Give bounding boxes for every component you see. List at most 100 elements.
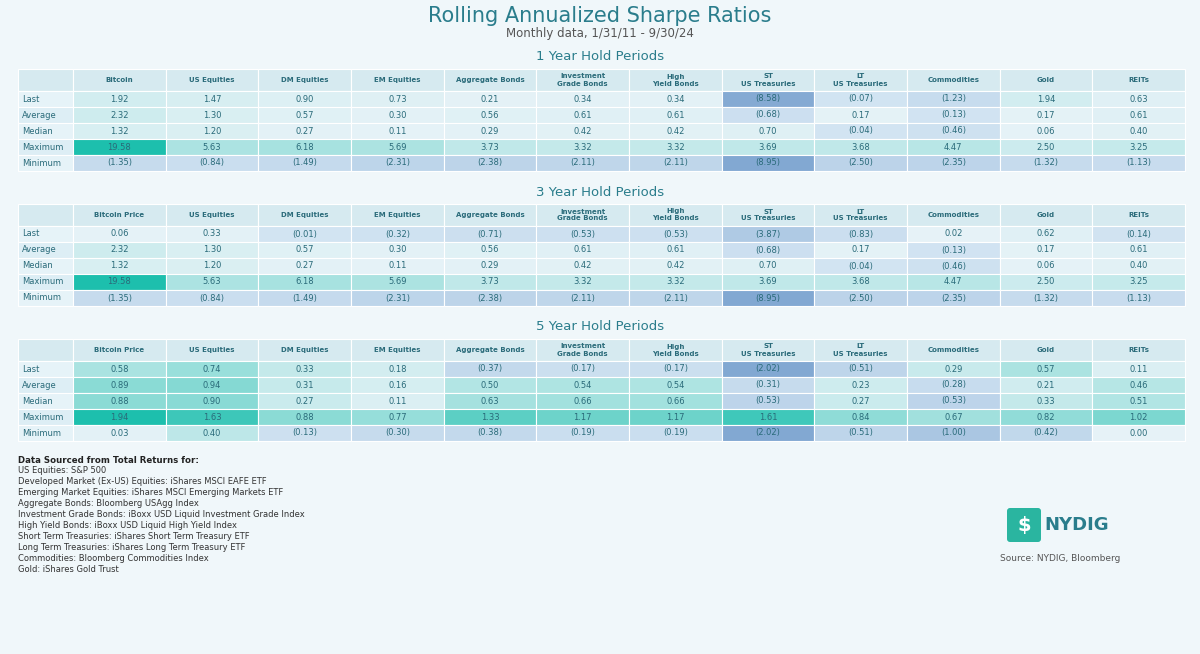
Bar <box>629 204 721 226</box>
Text: (2.35): (2.35) <box>941 158 966 167</box>
Bar <box>629 258 721 274</box>
Text: (0.53): (0.53) <box>662 230 688 239</box>
Bar <box>1000 155 1092 171</box>
Bar <box>907 91 1000 107</box>
Bar <box>1092 242 1186 258</box>
Text: Last: Last <box>22 230 40 239</box>
Text: 0.34: 0.34 <box>574 94 592 103</box>
Text: 0.17: 0.17 <box>1037 245 1055 254</box>
Bar <box>721 393 815 409</box>
Text: 0.57: 0.57 <box>295 111 314 120</box>
Text: ST
US Treasuries: ST US Treasuries <box>740 73 796 86</box>
Text: 0.17: 0.17 <box>1037 111 1055 120</box>
Text: 0.11: 0.11 <box>1129 364 1148 373</box>
Bar <box>1092 425 1186 441</box>
Text: REITs: REITs <box>1128 347 1150 353</box>
Bar <box>166 393 258 409</box>
Bar <box>907 226 1000 242</box>
Bar <box>1000 339 1092 361</box>
Bar <box>352 409 444 425</box>
Text: 0.42: 0.42 <box>666 126 684 135</box>
Text: (0.83): (0.83) <box>848 230 874 239</box>
Bar <box>18 123 73 139</box>
Text: (2.11): (2.11) <box>570 158 595 167</box>
Text: EM Equities: EM Equities <box>374 212 420 218</box>
Bar <box>258 123 352 139</box>
Bar <box>907 339 1000 361</box>
Bar <box>166 274 258 290</box>
Text: 0.61: 0.61 <box>666 111 684 120</box>
Text: 0.17: 0.17 <box>852 245 870 254</box>
Text: 0.70: 0.70 <box>758 262 778 271</box>
Text: Maximum: Maximum <box>22 413 64 421</box>
Bar <box>629 274 721 290</box>
Text: 1.17: 1.17 <box>574 413 592 421</box>
Bar <box>1092 377 1186 393</box>
Text: (0.42): (0.42) <box>1033 428 1058 438</box>
Bar <box>536 107 629 123</box>
Bar <box>18 409 73 425</box>
Bar <box>18 107 73 123</box>
Bar <box>1000 107 1092 123</box>
Text: (0.37): (0.37) <box>478 364 503 373</box>
Bar <box>166 425 258 441</box>
Text: 0.23: 0.23 <box>852 381 870 390</box>
Bar <box>815 139 907 155</box>
Text: 5.69: 5.69 <box>388 143 407 152</box>
Text: 3.73: 3.73 <box>481 277 499 286</box>
Bar <box>629 409 721 425</box>
Text: Aggregate Bonds: Bloomberg USAgg Index: Aggregate Bonds: Bloomberg USAgg Index <box>18 499 199 508</box>
Bar <box>907 139 1000 155</box>
Text: 0.29: 0.29 <box>481 262 499 271</box>
Bar <box>629 155 721 171</box>
Bar <box>444 107 536 123</box>
Bar <box>444 393 536 409</box>
Text: 5.63: 5.63 <box>203 277 221 286</box>
Text: 0.33: 0.33 <box>1037 396 1055 405</box>
Bar <box>629 242 721 258</box>
Bar <box>536 226 629 242</box>
Bar <box>18 377 73 393</box>
Bar <box>536 69 629 91</box>
Text: (0.13): (0.13) <box>941 245 966 254</box>
Text: 5.69: 5.69 <box>388 277 407 286</box>
Text: 0.57: 0.57 <box>1037 364 1055 373</box>
Bar <box>629 107 721 123</box>
Text: 0.11: 0.11 <box>388 262 407 271</box>
Bar <box>1092 91 1186 107</box>
Bar <box>815 339 907 361</box>
Text: 0.70: 0.70 <box>758 126 778 135</box>
Text: 0.34: 0.34 <box>666 94 684 103</box>
Text: 0.61: 0.61 <box>574 111 592 120</box>
Text: (1.32): (1.32) <box>1033 158 1058 167</box>
Text: 0.46: 0.46 <box>1129 381 1148 390</box>
Text: (2.11): (2.11) <box>662 294 688 303</box>
Bar <box>815 155 907 171</box>
Bar <box>907 107 1000 123</box>
Bar <box>258 107 352 123</box>
Text: ST
US Treasuries: ST US Treasuries <box>740 209 796 222</box>
Text: (8.58): (8.58) <box>756 94 780 103</box>
Bar <box>73 393 166 409</box>
Bar <box>536 123 629 139</box>
Bar <box>352 123 444 139</box>
Text: 0.06: 0.06 <box>1037 126 1055 135</box>
Bar <box>536 274 629 290</box>
Bar <box>536 258 629 274</box>
Text: 1.32: 1.32 <box>110 262 128 271</box>
Bar <box>166 361 258 377</box>
Bar <box>536 155 629 171</box>
Text: (2.31): (2.31) <box>385 294 410 303</box>
Bar <box>815 274 907 290</box>
Text: 1.92: 1.92 <box>110 94 128 103</box>
Text: 0.88: 0.88 <box>295 413 314 421</box>
Text: 1.94: 1.94 <box>110 413 128 421</box>
Bar <box>166 339 258 361</box>
Text: 1.32: 1.32 <box>110 126 128 135</box>
Bar <box>73 139 166 155</box>
Bar <box>352 377 444 393</box>
Bar <box>352 69 444 91</box>
Text: 0.74: 0.74 <box>203 364 221 373</box>
Text: Maximum: Maximum <box>22 277 64 286</box>
Bar <box>166 409 258 425</box>
